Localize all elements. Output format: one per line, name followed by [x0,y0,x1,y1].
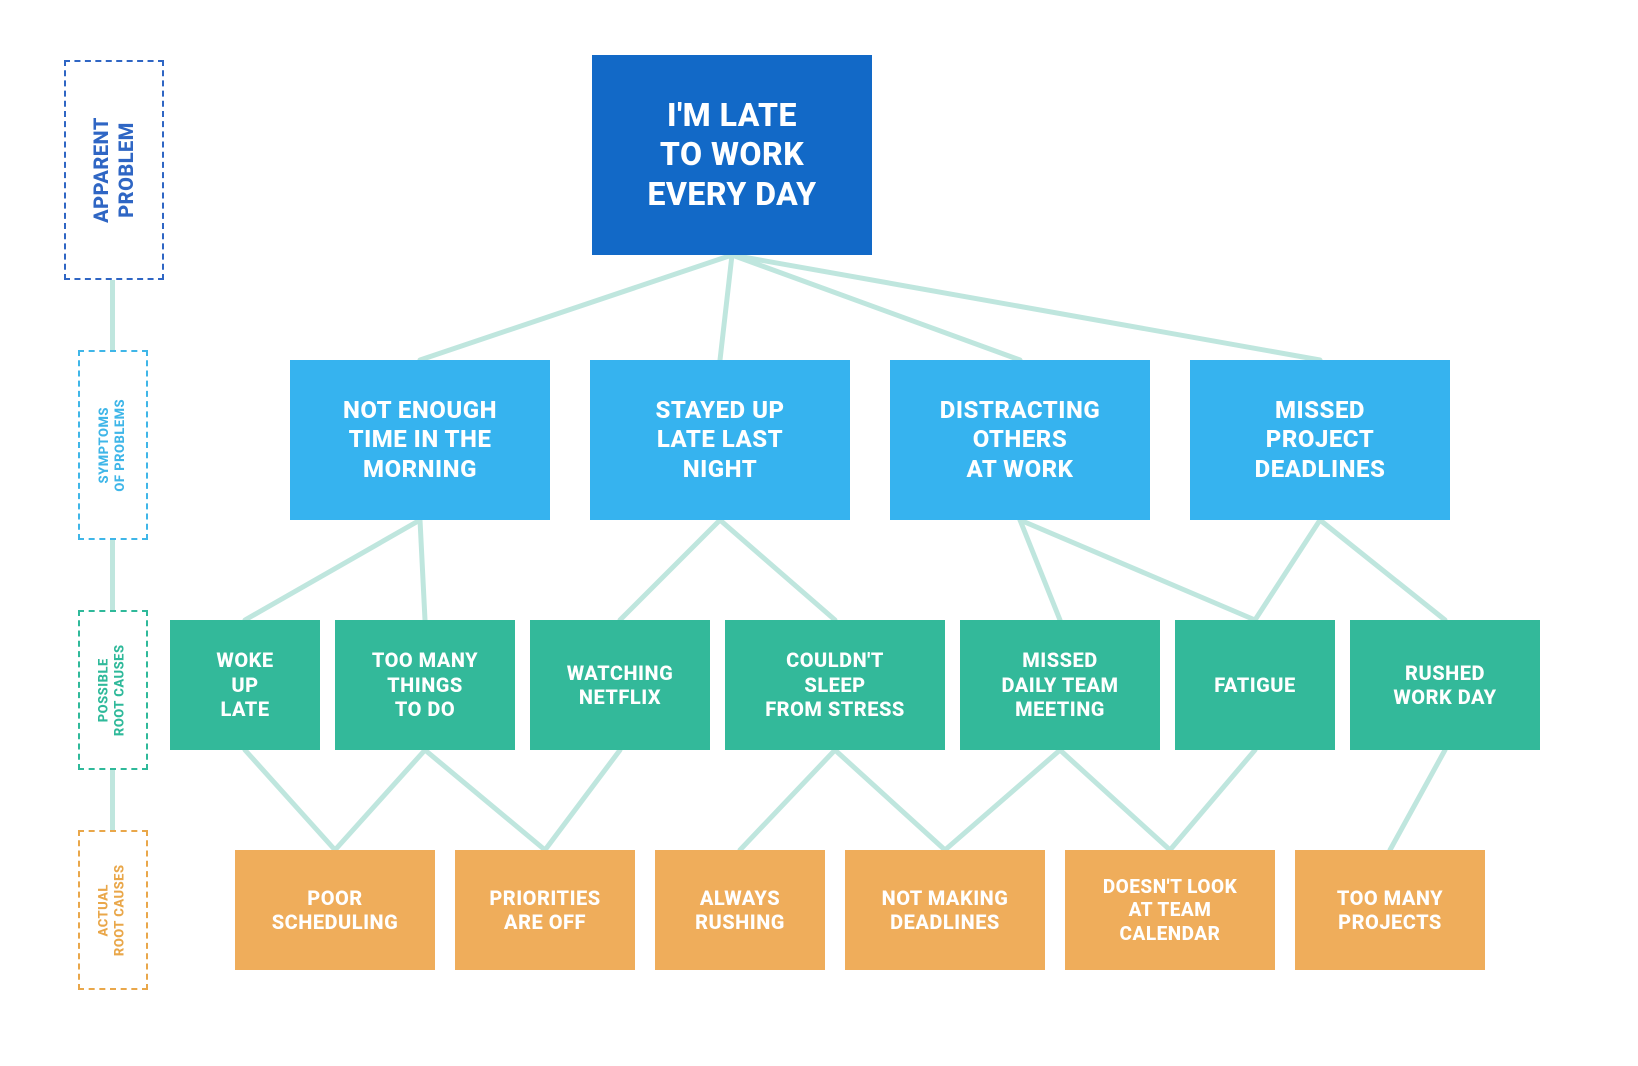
row-label-text: APPARENT PROBLEM [89,117,139,223]
node-a1: POOR SCHEDULING [235,850,435,970]
node-p1: WOKE UP LATE [170,620,320,750]
node-text: WOKE UP LATE [216,648,273,721]
edge [732,255,1020,360]
edge [420,255,732,360]
edge [245,750,335,850]
node-p7: RUSHED WORK DAY [1350,620,1540,750]
node-a2: PRIORITIES ARE OFF [455,850,635,970]
node-text: NOT MAKING DEADLINES [882,886,1009,935]
node-text: NOT ENOUGH TIME IN THE MORNING [343,396,497,484]
edge [620,520,720,620]
edge [732,255,1320,360]
node-s1: NOT ENOUGH TIME IN THE MORNING [290,360,550,520]
edge [720,255,732,360]
node-text: MISSED PROJECT DEADLINES [1255,396,1386,484]
row-label-text: ACTUAL ROOT CAUSES [97,864,130,956]
node-text: MISSED DAILY TEAM MEETING [1001,648,1118,721]
node-text: PRIORITIES ARE OFF [489,886,600,935]
row-label-text: SYMPTOMS OF PROBLEMS [97,399,130,492]
edge [545,750,620,850]
node-text: STAYED UP LATE LAST NIGHT [655,396,784,484]
node-a6: TOO MANY PROJECTS [1295,850,1485,970]
node-a3: ALWAYS RUSHING [655,850,825,970]
node-s4: MISSED PROJECT DEADLINES [1190,360,1450,520]
edge [335,750,425,850]
node-text: I'M LATE TO WORK EVERY DAY [647,96,816,213]
edge [1060,750,1170,850]
node-text: COULDN'T SLEEP FROM STRESS [765,648,905,721]
row-label-symptoms: SYMPTOMS OF PROBLEMS [78,350,148,540]
node-root: I'M LATE TO WORK EVERY DAY [592,55,872,255]
row-label-possible-root-causes: POSSIBLE ROOT CAUSES [78,610,148,770]
edge [835,750,945,850]
node-p4: COULDN'T SLEEP FROM STRESS [725,620,945,750]
node-p2: TOO MANY THINGS TO DO [335,620,515,750]
node-text: TOO MANY PROJECTS [1337,886,1443,935]
node-s2: STAYED UP LATE LAST NIGHT [590,360,850,520]
node-text: DOESN'T LOOK AT TEAM CALENDAR [1103,875,1237,945]
edge [425,750,545,850]
diagram-stage: APPARENT PROBLEM SYMPTOMS OF PROBLEMS POSS… [0,0,1638,1066]
node-p5: MISSED DAILY TEAM MEETING [960,620,1160,750]
node-text: WATCHING NETFLIX [567,661,673,710]
node-text: TOO MANY THINGS TO DO [372,648,478,721]
node-s3: DISTRACTING OTHERS AT WORK [890,360,1150,520]
edge [1255,520,1320,620]
edge [420,520,425,620]
edge [945,750,1060,850]
node-p3: WATCHING NETFLIX [530,620,710,750]
edge [1170,750,1255,850]
edge [1390,750,1445,850]
edge [1020,520,1255,620]
edge [245,520,420,620]
row-label-apparent-problem: APPARENT PROBLEM [64,60,164,280]
node-text: ALWAYS RUSHING [695,886,785,935]
node-text: POOR SCHEDULING [272,886,399,935]
node-text: FATIGUE [1214,673,1296,697]
node-p6: FATIGUE [1175,620,1335,750]
node-text: DISTRACTING OTHERS AT WORK [940,396,1100,484]
edge [1020,520,1060,620]
edge [720,520,835,620]
row-label-text: POSSIBLE ROOT CAUSES [97,644,130,736]
edge [740,750,835,850]
node-text: RUSHED WORK DAY [1393,661,1496,710]
node-a4: NOT MAKING DEADLINES [845,850,1045,970]
node-a5: DOESN'T LOOK AT TEAM CALENDAR [1065,850,1275,970]
edge [1320,520,1445,620]
row-label-actual-root-causes: ACTUAL ROOT CAUSES [78,830,148,990]
